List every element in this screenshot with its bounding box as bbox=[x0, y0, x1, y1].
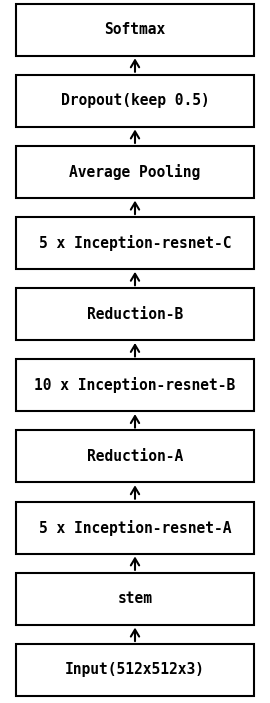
Text: Dropout(keep 0.5): Dropout(keep 0.5) bbox=[61, 93, 209, 108]
Text: Reduction-B: Reduction-B bbox=[87, 307, 183, 322]
FancyBboxPatch shape bbox=[16, 146, 254, 198]
FancyBboxPatch shape bbox=[16, 573, 254, 625]
Text: 5 x Inception-resnet-A: 5 x Inception-resnet-A bbox=[39, 520, 231, 536]
Text: 5 x Inception-resnet-C: 5 x Inception-resnet-C bbox=[39, 235, 231, 251]
FancyBboxPatch shape bbox=[16, 75, 254, 127]
FancyBboxPatch shape bbox=[16, 4, 254, 56]
FancyBboxPatch shape bbox=[16, 430, 254, 482]
Text: 10 x Inception-resnet-B: 10 x Inception-resnet-B bbox=[34, 378, 236, 393]
Text: Softmax: Softmax bbox=[104, 22, 166, 37]
Text: stem: stem bbox=[117, 591, 153, 606]
FancyBboxPatch shape bbox=[16, 502, 254, 554]
FancyBboxPatch shape bbox=[16, 288, 254, 340]
Text: Input(512x512x3): Input(512x512x3) bbox=[65, 662, 205, 678]
Text: Reduction-A: Reduction-A bbox=[87, 449, 183, 464]
FancyBboxPatch shape bbox=[16, 644, 254, 696]
Text: Average Pooling: Average Pooling bbox=[69, 164, 201, 180]
FancyBboxPatch shape bbox=[16, 359, 254, 411]
FancyBboxPatch shape bbox=[16, 217, 254, 269]
